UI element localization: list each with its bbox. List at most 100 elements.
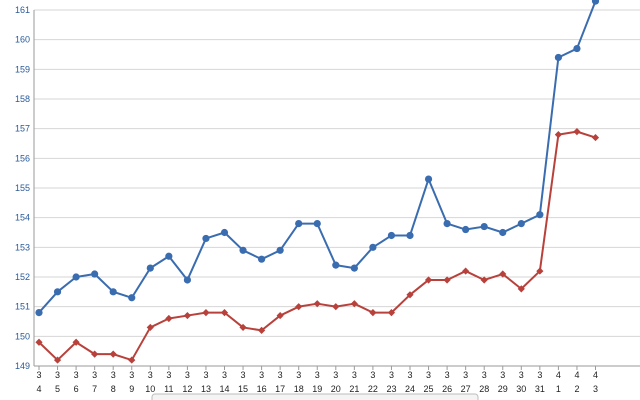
- x-tick-label-day: 3: [593, 384, 598, 394]
- y-tick-label: 149: [15, 361, 30, 371]
- data-point: [462, 225, 470, 234]
- y-tick-label: 157: [15, 124, 30, 134]
- x-tick-label-day: 17: [275, 384, 285, 394]
- data-point: [332, 261, 340, 269]
- data-point: [91, 270, 99, 278]
- x-tick-label-day: 20: [331, 384, 341, 394]
- data-point: [202, 234, 210, 243]
- data-point: [406, 231, 414, 240]
- x-tick-label-day: 15: [238, 384, 248, 394]
- data-point: [313, 220, 321, 228]
- x-tick-label-day: 5: [55, 384, 60, 394]
- data-point: [387, 231, 396, 240]
- data-point: [387, 309, 396, 317]
- data-point: [35, 309, 43, 317]
- x-tick-label-day: 13: [201, 384, 211, 394]
- data-point: [480, 222, 488, 231]
- data-point: [53, 288, 62, 296]
- data-point: [276, 246, 284, 254]
- data-point: [369, 243, 377, 251]
- x-tick-label-month: 3: [445, 370, 450, 380]
- y-tick-label: 150: [15, 331, 30, 341]
- x-tick-label-month: 3: [333, 370, 338, 380]
- y-tick-label: 153: [15, 242, 30, 252]
- x-tick-label-month: 3: [463, 370, 468, 380]
- x-tick-label-month: 3: [519, 370, 524, 380]
- x-tick-label-day: 19: [312, 384, 322, 394]
- data-point: [443, 220, 451, 228]
- data-point: [239, 323, 247, 332]
- data-point: [220, 228, 229, 237]
- x-tick-label-month: 3: [55, 370, 60, 380]
- data-point: [332, 303, 340, 311]
- data-point: [424, 175, 433, 183]
- x-tick-label-day: 11: [164, 384, 173, 394]
- data-point: [109, 288, 117, 296]
- x-tick-label-day: 30: [516, 384, 526, 394]
- x-tick-label-day: 16: [257, 384, 267, 394]
- x-tick-label-month: 3: [537, 370, 542, 380]
- data-point: [35, 338, 43, 346]
- data-point: [499, 270, 507, 278]
- data-point: [573, 128, 581, 136]
- x-tick-label-month: 3: [74, 370, 79, 380]
- x-tick-label-month: 3: [426, 370, 431, 380]
- x-tick-label-day: 8: [111, 384, 116, 394]
- x-tick-label-day: 31: [535, 384, 545, 394]
- x-tick-label-month: 3: [92, 370, 97, 380]
- data-point: [517, 220, 525, 228]
- x-tick-label-month: 4: [593, 370, 598, 380]
- data-point: [128, 294, 136, 302]
- x-tick-label-day: 14: [219, 384, 229, 394]
- y-tick-label: 152: [15, 272, 30, 282]
- x-tick-label-month: 3: [296, 370, 301, 380]
- y-tick-label: 151: [15, 302, 30, 312]
- x-tick-label-day: 4: [36, 384, 41, 394]
- data-point: [128, 356, 136, 364]
- x-axis: 3435363738393103113123133143153163173183…: [34, 365, 640, 394]
- x-tick-label-month: 3: [166, 370, 171, 380]
- series-2: [35, 128, 600, 364]
- x-tick-label-day: 28: [479, 384, 489, 394]
- x-tick-label-month: 3: [278, 370, 283, 380]
- data-point: [517, 285, 525, 293]
- x-tick-label-month: 3: [148, 370, 153, 380]
- x-tick-label-day: 23: [386, 384, 396, 394]
- data-point: [72, 338, 80, 346]
- x-tick-label-month: 3: [315, 370, 320, 380]
- y-tick-label: 160: [15, 35, 30, 45]
- x-tick-label-month: 3: [259, 370, 264, 380]
- x-tick-label-month: 3: [36, 370, 41, 380]
- data-point: [554, 131, 562, 139]
- x-tick-label-month: 3: [241, 370, 246, 380]
- data-point: [146, 323, 154, 332]
- data-point: [313, 300, 321, 308]
- x-tick-label-month: 4: [556, 370, 561, 380]
- x-tick-label-month: 3: [370, 370, 375, 380]
- data-point: [554, 53, 563, 62]
- data-point: [480, 276, 488, 284]
- x-tick-label-month: 3: [352, 370, 357, 380]
- x-tick-label-day: 12: [182, 384, 192, 394]
- scrollbar-stub[interactable]: [151, 393, 479, 400]
- data-point: [536, 211, 544, 219]
- data-point: [591, 0, 600, 5]
- x-tick-label-month: 3: [111, 370, 116, 380]
- series-line: [38, 0, 597, 314]
- x-tick-label-day: 22: [368, 384, 378, 394]
- data-point: [165, 252, 173, 260]
- x-tick-label-month: 3: [203, 370, 208, 380]
- data-point: [369, 309, 377, 317]
- data-point: [239, 246, 247, 254]
- data-point: [295, 303, 303, 311]
- x-tick-label-day: 25: [424, 384, 434, 394]
- data-point: [424, 276, 433, 284]
- x-tick-label-month: 3: [129, 370, 134, 380]
- series-layer: [35, 0, 600, 364]
- data-point: [165, 314, 173, 323]
- x-tick-label-day: 1: [556, 384, 561, 394]
- data-point: [258, 255, 266, 263]
- y-tick-label: 159: [15, 64, 30, 74]
- y-tick-label: 154: [15, 213, 30, 223]
